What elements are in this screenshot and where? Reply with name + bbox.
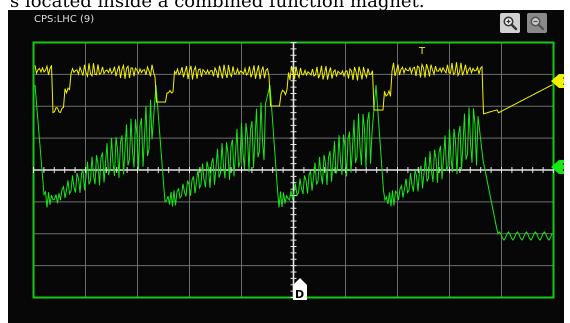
center-axes	[33, 42, 554, 298]
zoom-in-icon	[503, 16, 518, 31]
channel-2-marker[interactable]: 2	[551, 160, 564, 174]
zoom-in-button[interactable]	[500, 13, 520, 33]
delay-marker[interactable]: D	[293, 278, 307, 301]
zoom-out-icon	[530, 16, 545, 31]
scope-title: CPS:LHC (9)	[34, 14, 95, 25]
zoom-out-button[interactable]	[527, 13, 547, 33]
channel-1-label: 1	[562, 75, 564, 88]
waveform-display: T 1 2 D	[32, 41, 564, 301]
page-caption: s located inside a combined function mag…	[10, 0, 425, 12]
channel-1-marker[interactable]: 1	[551, 74, 564, 88]
trigger-marker: T	[418, 46, 426, 57]
channel-2-label: 2	[562, 161, 564, 174]
oscilloscope-panel: CPS:LHC (9) T 1 2 D	[8, 10, 564, 323]
channel-2-trace	[34, 84, 553, 241]
delay-marker-label: D	[295, 288, 304, 301]
channel-1-trace	[34, 62, 553, 115]
